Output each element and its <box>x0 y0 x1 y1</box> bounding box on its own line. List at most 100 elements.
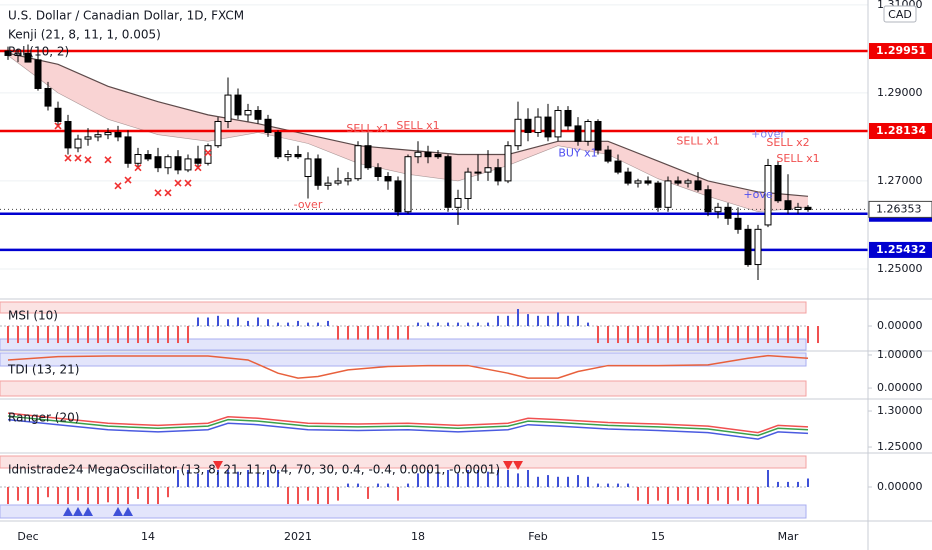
histogram-bar <box>87 487 89 505</box>
panel-title: Ranger (20) <box>8 411 79 425</box>
y-tick-label: 1.30000 <box>877 404 923 417</box>
histogram-bar <box>747 487 749 505</box>
histogram-bar <box>707 487 709 505</box>
histogram-bar <box>57 487 59 505</box>
histogram-bar <box>337 487 339 501</box>
candle-body <box>474 171 482 174</box>
candle-body <box>764 165 772 226</box>
signal-cross <box>64 154 72 162</box>
histogram-bar <box>687 326 689 344</box>
histogram-bar <box>707 326 709 344</box>
histogram-bar <box>287 322 289 327</box>
histogram-bar <box>327 487 329 505</box>
histogram-bar <box>757 326 759 344</box>
buy-signal-arrow <box>63 507 73 516</box>
histogram-bar <box>597 326 599 344</box>
overlay-name: Pol (10, 2) <box>8 45 69 59</box>
signal-cross <box>114 182 122 190</box>
x-tick-label: 18 <box>411 530 425 543</box>
histogram-bar <box>607 483 609 487</box>
candle-body <box>44 87 52 107</box>
histogram-bar <box>97 326 99 344</box>
level-label-box <box>869 241 932 258</box>
histogram-bar <box>667 487 669 505</box>
y-tick-label: 1.29000 <box>877 86 923 99</box>
histogram-bar <box>377 483 379 487</box>
histogram-bar <box>237 317 239 327</box>
last-price-box <box>868 200 932 218</box>
histogram-bar <box>457 473 459 487</box>
candle-body <box>534 116 542 133</box>
histogram-bar <box>287 487 289 505</box>
buy-signal-arrow <box>113 507 123 516</box>
histogram-bar <box>347 326 349 340</box>
histogram-bar <box>197 317 199 327</box>
histogram-bar <box>167 326 169 344</box>
candle-body <box>464 171 472 200</box>
histogram-bar <box>387 326 389 340</box>
signal-label: SELL x1 <box>346 122 389 135</box>
histogram-bar <box>507 315 509 327</box>
histogram-bar <box>497 315 499 327</box>
sell-signal-arrow <box>503 461 513 470</box>
histogram-bar <box>127 326 129 344</box>
histogram-bar <box>527 469 529 487</box>
histogram-bar <box>217 315 219 327</box>
histogram-bar <box>267 319 269 327</box>
histogram-bar <box>257 317 259 327</box>
histogram-bar <box>157 487 159 505</box>
candle-body <box>304 158 312 178</box>
candle-body <box>634 180 642 184</box>
histogram-bar <box>337 326 339 340</box>
candle-body <box>4 50 12 56</box>
histogram-bar <box>357 483 359 487</box>
histogram-bar <box>787 481 789 487</box>
histogram-bar <box>657 487 659 501</box>
histogram-bar <box>207 317 209 327</box>
candle-body <box>394 180 402 213</box>
histogram-bar <box>647 487 649 505</box>
histogram-bar <box>77 487 79 501</box>
candle-body <box>204 145 212 164</box>
histogram-bar <box>67 487 69 505</box>
candle-body <box>804 206 812 211</box>
histogram-bar <box>357 326 359 340</box>
histogram-bar <box>697 326 699 344</box>
histogram-bar <box>247 469 249 487</box>
currency-label: CAD <box>888 8 912 21</box>
candle-body <box>454 198 462 208</box>
histogram-bar <box>617 326 619 344</box>
signal-cross <box>194 164 202 172</box>
histogram-bar <box>327 320 329 327</box>
histogram-bar <box>487 471 489 487</box>
histogram-bar <box>267 469 269 487</box>
plot-area <box>0 4 872 516</box>
candle-body <box>614 160 622 173</box>
histogram-bar <box>577 315 579 327</box>
candle-body <box>134 154 142 164</box>
candle-body <box>414 151 422 158</box>
candle-body <box>314 158 322 186</box>
level-label: 1.25432 <box>876 243 926 256</box>
histogram-bar <box>477 322 479 327</box>
histogram-bar <box>407 483 409 487</box>
candle-body <box>34 59 42 89</box>
histogram-bar <box>317 322 319 327</box>
panel-title: TDI (13, 21) <box>7 363 79 377</box>
histogram-bar <box>297 320 299 327</box>
histogram-bar <box>807 478 809 487</box>
histogram-bar <box>467 322 469 327</box>
histogram-bar <box>777 481 779 487</box>
level-label: 1.29951 <box>876 44 926 57</box>
histogram-bar <box>587 322 589 327</box>
histogram-bar <box>167 487 169 498</box>
candle-body <box>254 109 262 120</box>
level-label-box <box>869 43 932 60</box>
histogram-bar <box>517 309 519 327</box>
histogram-bar <box>627 326 629 344</box>
chart-title: U.S. Dollar / Canadian Dollar, 1D, FXCM <box>8 9 244 23</box>
histogram-bar <box>757 487 759 505</box>
histogram-bar <box>477 469 479 487</box>
histogram-bar <box>637 487 639 501</box>
histogram-bar <box>807 326 809 344</box>
